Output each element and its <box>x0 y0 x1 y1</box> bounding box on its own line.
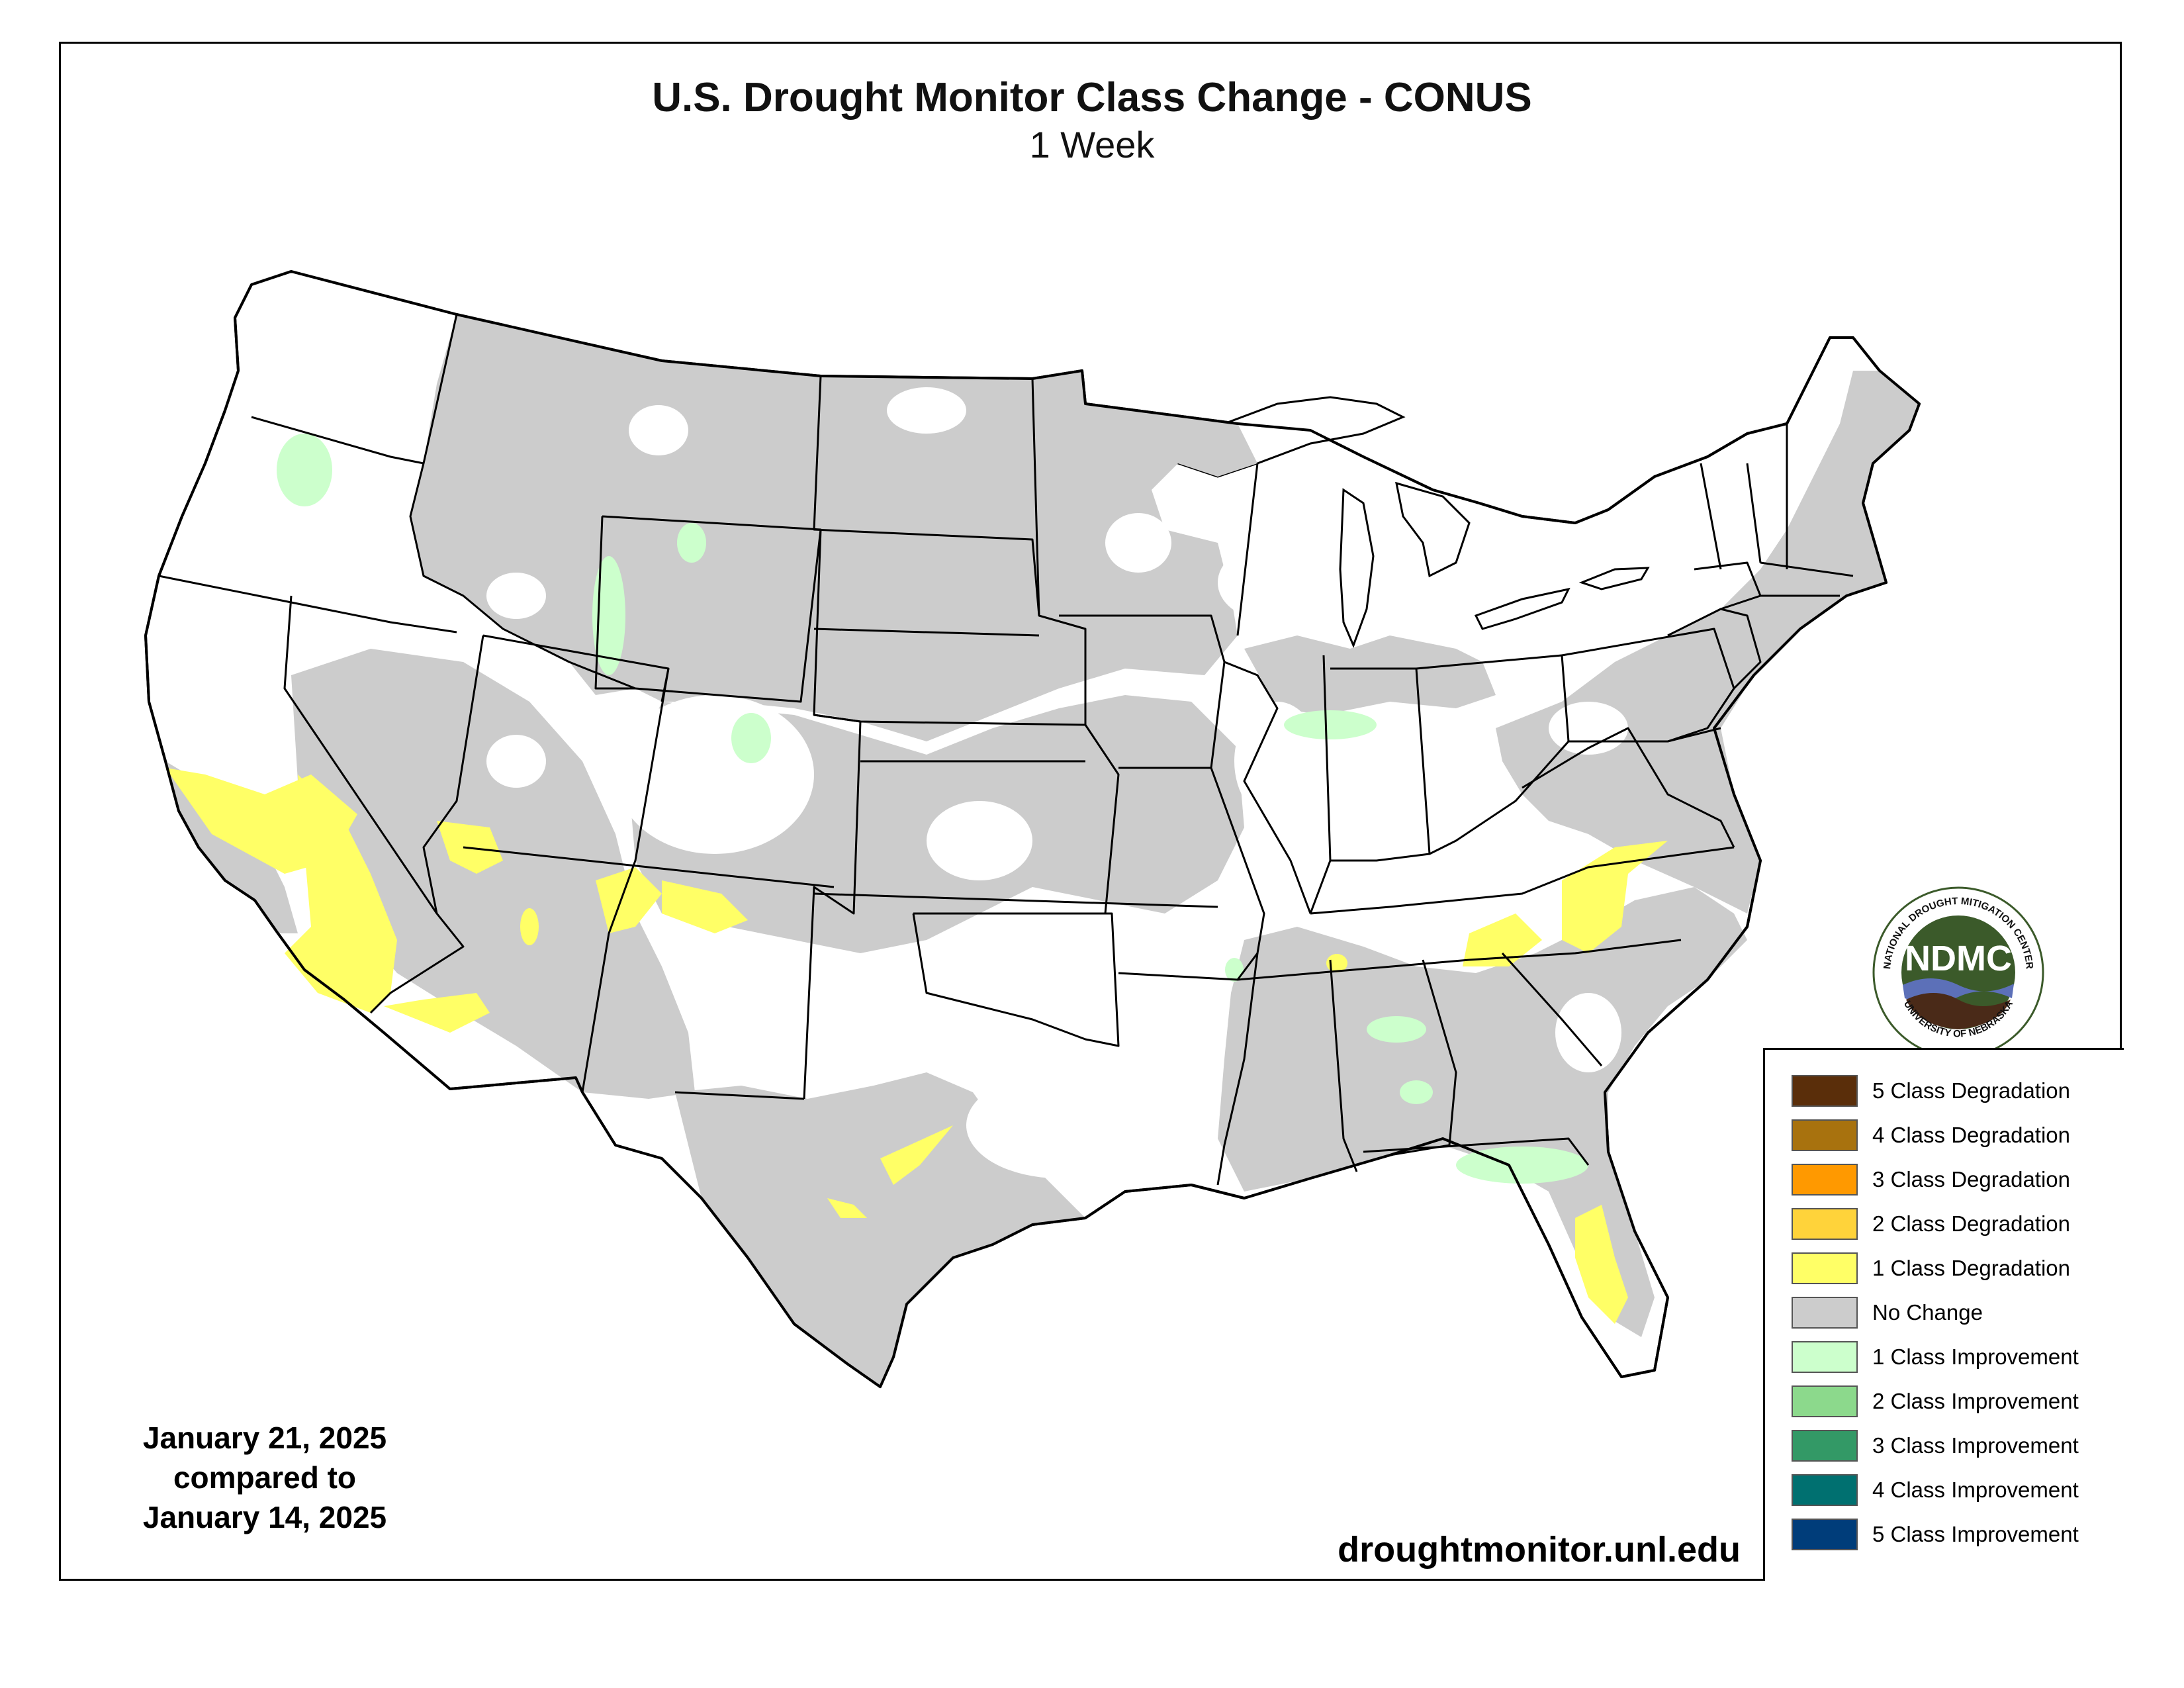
legend-swatch <box>1792 1208 1858 1240</box>
legend-item: 1 Class Improvement <box>1792 1341 2079 1373</box>
legend-label: 4 Class Degradation <box>1872 1123 2070 1147</box>
legend-label: 3 Class Improvement <box>1872 1433 2079 1458</box>
map-subtitle: 1 Week <box>1029 124 1155 165</box>
compared-to-text: compared to <box>173 1460 357 1495</box>
legend-item: 4 Class Improvement <box>1792 1474 2079 1506</box>
ndmc-logo: NDMC NATIONAL DROUGHT MITIGATION CENTER … <box>1872 886 2044 1058</box>
legend-swatch <box>1792 1385 1858 1417</box>
legend-label: 1 Class Improvement <box>1872 1344 2079 1369</box>
lake-ontario <box>1578 567 1650 590</box>
lake-michigan <box>1339 488 1375 649</box>
legend-item: 2 Class Improvement <box>1792 1385 2079 1417</box>
legend-item: 5 Class Degradation <box>1792 1075 2070 1107</box>
legend-label: 2 Class Improvement <box>1872 1389 2079 1413</box>
legend-item: 1 Class Degradation <box>1792 1252 2070 1284</box>
legend-swatch <box>1792 1519 1858 1550</box>
legend: 5 Class Degradation 4 Class Degradation … <box>1763 1048 2124 1581</box>
previous-date: January 14, 2025 <box>142 1500 387 1534</box>
legend-label: 5 Class Improvement <box>1872 1522 2079 1546</box>
legend-label: 5 Class Degradation <box>1872 1078 2070 1103</box>
legend-item: 3 Class Degradation <box>1792 1164 2070 1196</box>
legend-swatch <box>1792 1297 1858 1329</box>
legend-swatch <box>1792 1075 1858 1107</box>
lake-huron <box>1395 481 1471 578</box>
legend-label: 1 Class Degradation <box>1872 1256 2070 1280</box>
map-frame <box>59 42 2122 1581</box>
legend-item: 4 Class Degradation <box>1792 1119 2070 1151</box>
source-url[interactable]: droughtmonitor.unl.edu <box>1338 1530 1741 1570</box>
legend-item: No Change <box>1792 1297 1983 1329</box>
legend-swatch <box>1792 1341 1858 1373</box>
legend-swatch <box>1792 1430 1858 1462</box>
legend-swatch <box>1792 1252 1858 1284</box>
state-borders <box>158 270 1854 1186</box>
lake-erie <box>1474 587 1570 630</box>
legend-label: No Change <box>1872 1300 1983 1325</box>
map-title: U.S. Drought Monitor Class Change - CONU… <box>652 75 1532 120</box>
legend-swatch <box>1792 1474 1858 1506</box>
legend-item: 5 Class Improvement <box>1792 1519 2079 1550</box>
legend-label: 2 Class Degradation <box>1872 1211 2070 1236</box>
legend-swatch <box>1792 1119 1858 1151</box>
logo-soil <box>1906 993 2011 1029</box>
conus-outline-border <box>144 270 1921 1388</box>
current-date: January 21, 2025 <box>142 1421 387 1455</box>
comparison-dates: January 21, 2025 compared to January 14,… <box>99 1418 430 1537</box>
degradation-1-class-areas <box>165 768 1668 1324</box>
legend-item: 2 Class Degradation <box>1792 1208 2070 1240</box>
legend-item: 3 Class Improvement <box>1792 1430 2079 1462</box>
legend-label: 4 Class Improvement <box>1872 1477 2079 1502</box>
legend-label: 3 Class Degradation <box>1872 1167 2070 1192</box>
logo-acronym: NDMC <box>1905 939 2012 978</box>
legend-swatch <box>1792 1164 1858 1196</box>
